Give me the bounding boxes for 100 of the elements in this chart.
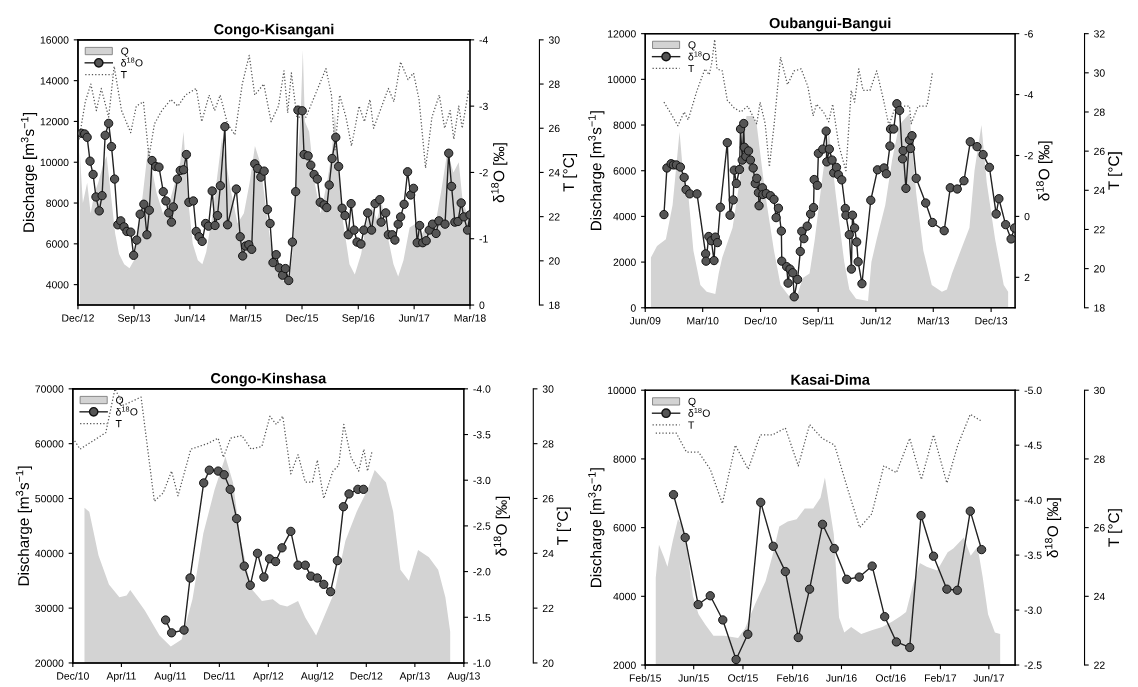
x-tick-label: Dec/10 (57, 671, 89, 680)
chart-title: Congo-Kinshasa (211, 372, 327, 387)
x-tick-label: Aug/11 (154, 671, 186, 682)
y3-tick-label: 18 (1094, 304, 1105, 312)
y2-tick-label: 0 (479, 301, 485, 309)
y2-tick-label: -4.0 (1024, 496, 1042, 505)
x-tick-label: Feb/15 (629, 674, 662, 682)
y-tick-label: 6000 (613, 524, 636, 532)
legend-label: T (688, 64, 695, 73)
y3-tick-label: 26 (1094, 524, 1105, 532)
x-tick-label: Mar/10 (687, 316, 719, 325)
y2-tick-label: -4 (479, 36, 488, 44)
y3-tick-label: 26 (1094, 147, 1105, 156)
x-tick-label: Feb/17 (925, 674, 957, 682)
y-tick-label: 20000 (35, 659, 64, 667)
y-tick-label: 4000 (613, 212, 636, 221)
legend-label: Q (121, 47, 129, 57)
y-tick-label: 30000 (35, 604, 64, 613)
y2-tick-label: -3.5 (473, 431, 491, 439)
y2-tick-label: -2.0 (473, 568, 491, 576)
y2-tick-label: -6 (1024, 30, 1033, 38)
x-tick-label: Jun/17 (398, 314, 430, 322)
y2-tick-label: -2 (479, 168, 488, 177)
y-tick-label: 6000 (46, 240, 69, 248)
y3-tick-label: 28 (1094, 108, 1105, 116)
y-tick-label: 2000 (613, 661, 636, 669)
legend-label: T (115, 420, 122, 428)
legend-label: δ$^{18}$O (121, 57, 143, 67)
y3-tick-label: 20 (548, 257, 560, 265)
y2-axis-title: δ$^{18}$O [‰] (1044, 498, 1062, 558)
y-tick-label: 14000 (40, 77, 69, 85)
x-tick-label: Dec/12 (62, 314, 94, 322)
x-tick-label: Jun/09 (629, 316, 661, 325)
y3-tick-label: 24 (548, 168, 560, 177)
y3-tick-label: 28 (542, 440, 554, 448)
y3-tick-label: 28 (1094, 455, 1105, 463)
x-tick-label: Aug/13 (447, 671, 480, 682)
x-tick-label: Jun/12 (860, 316, 891, 325)
line-series (663, 38, 934, 172)
x-tick-label: Jun/16 (826, 674, 857, 682)
y3-tick-label: 30 (548, 36, 560, 44)
y2-axis-title: δ$^{18}$O [‰] (493, 496, 510, 556)
x-tick-label: Mar/18 (454, 314, 486, 322)
y3-tick-label: 28 (548, 80, 560, 88)
y2-tick-label: -2 (1024, 151, 1033, 160)
y3-axis-title: T [°C] (556, 507, 571, 546)
x-tick-label: Aug/12 (300, 671, 334, 682)
y3-tick-label: 24 (542, 549, 554, 558)
y-tick-label: 12000 (40, 117, 69, 126)
chart-title: Congo-Kisangani (214, 23, 334, 38)
x-tick-label: Sep/13 (117, 314, 151, 324)
x-tick-label: Jun/15 (678, 674, 709, 682)
y3-tick-label: 22 (542, 604, 554, 612)
legend-label: δ$^{18}$O (115, 406, 138, 416)
y3-tick-label: 24 (1094, 592, 1105, 601)
y2-tick-label: 0 (1024, 212, 1030, 221)
y2-tick-label: -3 (479, 102, 488, 111)
y-axis-title: Discharge [m$^{3}$s$^{−1}$] (20, 112, 38, 232)
y2-axis-title: δ$^{18}$O [‰] (1036, 141, 1053, 201)
y-tick-label: 10000 (40, 158, 69, 167)
y3-tick-label: 30 (1093, 386, 1105, 395)
x-tick-label: Mar/15 (230, 314, 262, 322)
y-tick-label: 70000 (35, 385, 64, 393)
y-tick-label: 2000 (613, 258, 636, 266)
y3-tick-label: 20 (1094, 265, 1105, 273)
legend-label: δ$^{18}$O (688, 407, 710, 417)
y3-tick-label: 22 (1094, 225, 1105, 234)
y2-tick-label: -1 (479, 235, 488, 243)
x-tick-label: Oct/15 (728, 674, 758, 682)
y2-tick-label: -4.5 (1024, 441, 1042, 450)
chart-title: Oubangui-Bangui (769, 17, 891, 32)
x-tick-label: Dec/12 (350, 671, 383, 680)
y-tick-label: 8000 (613, 455, 636, 463)
x-tick-label: Oct/16 (875, 674, 906, 682)
y-tick-label: 8000 (613, 121, 636, 129)
y3-tick-label: 22 (1094, 661, 1105, 669)
y-tick-label: 4000 (45, 281, 69, 289)
x-tick-label: Dec/15 (286, 314, 319, 322)
y-axis-title: Discharge [m$^{3}$s$^{−1}$] (15, 466, 32, 586)
y3-tick-label: 30 (1093, 69, 1105, 77)
y2-axis-title: δ$^{18}$O [‰] (491, 143, 508, 203)
y-tick-label: 10000 (608, 386, 636, 395)
y2-tick-label: -3.0 (1024, 606, 1042, 614)
y3-tick-label: 30 (542, 385, 554, 393)
y3-tick-label: 26 (542, 494, 554, 503)
x-tick-label: Sep/16 (342, 314, 375, 324)
legend-label: Q (116, 396, 124, 406)
y3-tick-label: 18 (549, 301, 560, 309)
y3-tick-label: 24 (1094, 186, 1105, 195)
y3-tick-label: 26 (548, 124, 560, 133)
y3-tick-label: 20 (542, 659, 554, 667)
y2-tick-label: -3.0 (473, 476, 491, 485)
y2-tick-label: -4 (1024, 91, 1034, 99)
y2-tick-label: -1.0 (473, 659, 491, 667)
x-tick-label: Sep/11 (802, 316, 834, 327)
x-tick-label: Dec/10 (744, 316, 777, 325)
x-tick-label: Dec/11 (204, 671, 235, 680)
y-axis-title: Discharge [m$^{3}$s$^{−1}$] (588, 111, 605, 231)
x-tick-label: Jun/17 (973, 674, 1004, 682)
x-tick-label: Apr/12 (253, 671, 284, 682)
